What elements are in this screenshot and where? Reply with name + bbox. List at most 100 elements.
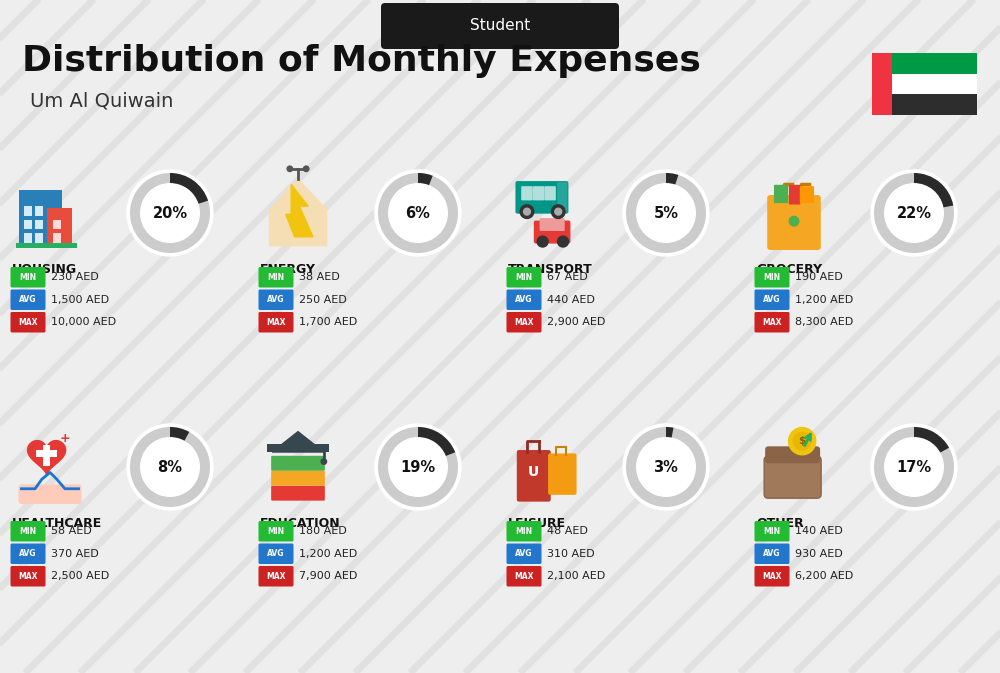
Circle shape: [287, 166, 293, 172]
Text: 1,500 AED: 1,500 AED: [51, 295, 109, 305]
FancyBboxPatch shape: [507, 521, 542, 542]
FancyBboxPatch shape: [540, 218, 565, 231]
Wedge shape: [170, 173, 208, 204]
Polygon shape: [28, 441, 66, 475]
FancyBboxPatch shape: [755, 544, 790, 564]
Circle shape: [551, 205, 565, 219]
Text: Um Al Quiwain: Um Al Quiwain: [30, 92, 173, 110]
Text: 180 AED: 180 AED: [299, 526, 347, 536]
Wedge shape: [666, 173, 678, 184]
Text: 230 AED: 230 AED: [51, 273, 99, 282]
Text: GROCERY: GROCERY: [756, 263, 822, 276]
Circle shape: [321, 459, 327, 464]
Text: MAX: MAX: [514, 572, 534, 581]
FancyBboxPatch shape: [35, 206, 43, 216]
FancyBboxPatch shape: [534, 221, 570, 244]
FancyBboxPatch shape: [789, 185, 800, 205]
FancyBboxPatch shape: [36, 450, 57, 458]
FancyBboxPatch shape: [10, 566, 45, 586]
FancyBboxPatch shape: [258, 267, 294, 287]
FancyBboxPatch shape: [557, 182, 567, 213]
Text: 1,700 AED: 1,700 AED: [299, 317, 357, 327]
FancyBboxPatch shape: [521, 186, 533, 201]
Text: +: +: [60, 432, 70, 445]
Text: MAX: MAX: [762, 318, 782, 327]
Wedge shape: [626, 427, 706, 507]
Text: 1,200 AED: 1,200 AED: [795, 295, 853, 305]
FancyBboxPatch shape: [507, 267, 542, 287]
FancyBboxPatch shape: [10, 267, 45, 287]
Circle shape: [142, 439, 198, 495]
FancyBboxPatch shape: [774, 185, 788, 203]
FancyBboxPatch shape: [755, 521, 790, 542]
FancyBboxPatch shape: [16, 243, 77, 248]
Text: Distribution of Monthly Expenses: Distribution of Monthly Expenses: [22, 44, 701, 78]
Text: 58 AED: 58 AED: [51, 526, 92, 536]
Circle shape: [871, 170, 957, 256]
FancyBboxPatch shape: [35, 234, 43, 243]
Text: MAX: MAX: [18, 318, 38, 327]
Text: MIN: MIN: [763, 273, 781, 282]
Text: 17%: 17%: [896, 460, 932, 474]
FancyBboxPatch shape: [892, 53, 977, 73]
FancyBboxPatch shape: [271, 486, 325, 501]
Circle shape: [555, 208, 562, 215]
Circle shape: [886, 439, 942, 495]
FancyBboxPatch shape: [517, 450, 551, 501]
Text: 10,000 AED: 10,000 AED: [51, 317, 116, 327]
Circle shape: [793, 432, 811, 450]
Text: MIN: MIN: [763, 527, 781, 536]
Text: AVG: AVG: [763, 295, 781, 304]
Text: HOUSING: HOUSING: [12, 263, 77, 276]
FancyBboxPatch shape: [800, 186, 814, 203]
FancyBboxPatch shape: [271, 456, 325, 470]
FancyBboxPatch shape: [10, 312, 45, 332]
Wedge shape: [170, 427, 189, 441]
Text: AVG: AVG: [763, 549, 781, 558]
FancyBboxPatch shape: [10, 521, 45, 542]
Text: 6,200 AED: 6,200 AED: [795, 571, 853, 581]
FancyBboxPatch shape: [755, 267, 790, 287]
FancyBboxPatch shape: [267, 444, 329, 452]
Text: MAX: MAX: [514, 318, 534, 327]
FancyBboxPatch shape: [24, 206, 32, 216]
Wedge shape: [914, 173, 953, 207]
FancyBboxPatch shape: [258, 544, 294, 564]
FancyBboxPatch shape: [507, 312, 542, 332]
Circle shape: [789, 217, 799, 226]
Text: 8%: 8%: [158, 460, 183, 474]
Text: TRANSPORT: TRANSPORT: [508, 263, 593, 276]
FancyBboxPatch shape: [767, 195, 821, 250]
Text: MIN: MIN: [19, 273, 37, 282]
Text: Student: Student: [470, 18, 530, 34]
Text: 38 AED: 38 AED: [299, 273, 340, 282]
Circle shape: [142, 185, 198, 241]
FancyBboxPatch shape: [24, 234, 32, 243]
Text: 2,100 AED: 2,100 AED: [547, 571, 605, 581]
Text: OTHER: OTHER: [756, 517, 804, 530]
Circle shape: [638, 439, 694, 495]
FancyBboxPatch shape: [755, 289, 790, 310]
Text: 140 AED: 140 AED: [795, 526, 843, 536]
Circle shape: [871, 424, 957, 510]
Text: 19%: 19%: [400, 460, 436, 474]
Text: 250 AED: 250 AED: [299, 295, 347, 305]
Text: 5%: 5%: [654, 205, 678, 221]
Wedge shape: [874, 427, 954, 507]
Text: 930 AED: 930 AED: [795, 548, 843, 559]
Text: 20%: 20%: [152, 205, 188, 221]
Text: 2,500 AED: 2,500 AED: [51, 571, 109, 581]
Wedge shape: [130, 427, 210, 507]
Polygon shape: [272, 431, 324, 452]
Circle shape: [638, 185, 694, 241]
Circle shape: [303, 166, 309, 172]
FancyBboxPatch shape: [10, 289, 45, 310]
Wedge shape: [378, 173, 458, 253]
FancyBboxPatch shape: [892, 94, 977, 115]
Text: AVG: AVG: [267, 549, 285, 558]
Polygon shape: [286, 184, 313, 237]
Text: AVG: AVG: [515, 549, 533, 558]
Wedge shape: [666, 427, 673, 437]
Text: 440 AED: 440 AED: [547, 295, 595, 305]
FancyBboxPatch shape: [35, 220, 43, 229]
